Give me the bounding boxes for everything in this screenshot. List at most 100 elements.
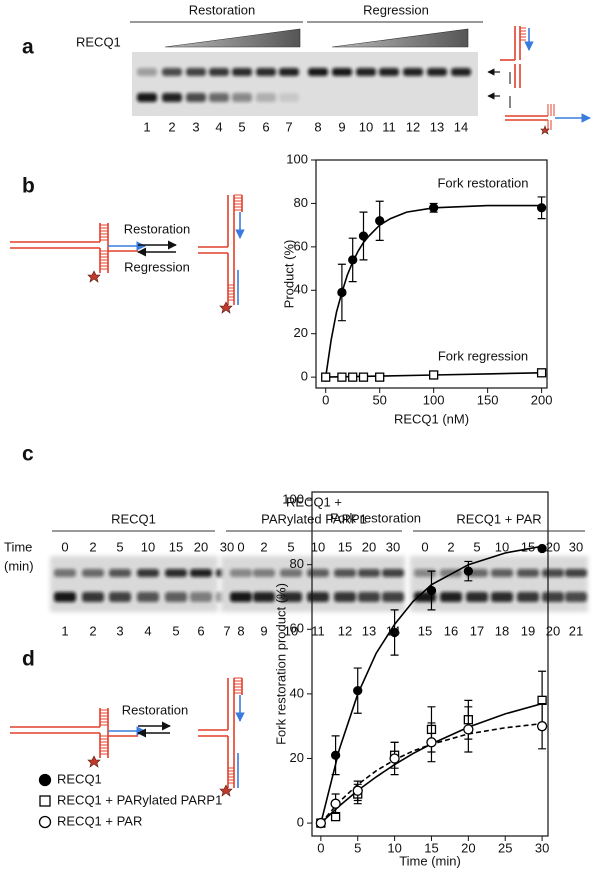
- time-point: 0: [61, 539, 68, 554]
- panel-letter: a: [22, 36, 34, 59]
- x-tick-label: 30: [535, 840, 549, 855]
- time-point: 20: [194, 539, 208, 554]
- lane-number: 16: [444, 623, 458, 638]
- legend-marker: [38, 815, 52, 829]
- data-point: [463, 724, 474, 735]
- time-point: 5: [473, 539, 480, 554]
- data-point: [330, 798, 341, 809]
- y-tick-label: 100: [286, 151, 308, 166]
- panel-letter: c: [22, 443, 34, 466]
- lane-number: 21: [569, 623, 583, 638]
- series-label: Fork regression: [438, 348, 528, 363]
- gel-band: [109, 592, 131, 602]
- time-point: 2: [89, 539, 96, 554]
- lane-number: 9: [260, 623, 267, 638]
- time-point: 30: [386, 539, 400, 554]
- x-tick-label: 15: [424, 840, 438, 855]
- data-point: [389, 753, 400, 764]
- gel-band: [491, 592, 513, 602]
- group-label: Restoration: [189, 2, 255, 17]
- y-tick-label: 20: [290, 750, 304, 765]
- x-tick-label: 0: [322, 392, 329, 407]
- lane-number: 4: [144, 623, 151, 638]
- x-tick-label: 25: [498, 840, 512, 855]
- gel-band: [491, 569, 513, 577]
- legend-marker: [39, 795, 51, 807]
- legend-label: RECQ1 + PAR: [57, 813, 142, 828]
- gel-band: [165, 592, 187, 602]
- y-tick-label: 0: [301, 369, 308, 384]
- gel: [50, 556, 588, 612]
- gel-background: [410, 556, 588, 612]
- y-tick-label: 40: [290, 685, 304, 700]
- data-point: [330, 750, 341, 760]
- gel-band: [427, 68, 447, 76]
- gel-band: [565, 569, 587, 577]
- gel-band: [253, 569, 275, 577]
- gel-band: [279, 68, 299, 76]
- gel-band: [414, 569, 436, 577]
- y-tick-label: 100: [282, 492, 304, 507]
- data-point: [358, 231, 369, 241]
- lane-number: 17: [470, 623, 484, 638]
- gel-band: [542, 592, 564, 602]
- lane-number: 5: [238, 119, 245, 134]
- data-point: [352, 785, 363, 796]
- lane-number: 10: [359, 119, 373, 134]
- gel-band: [403, 68, 423, 76]
- time-point: 15: [521, 539, 535, 554]
- gel-band: [334, 592, 356, 602]
- lane-number: 11: [382, 119, 396, 134]
- gel-band: [186, 93, 206, 102]
- y-tick-label: 40: [294, 282, 308, 297]
- gel-band: [280, 592, 302, 602]
- group-label: Regression: [363, 2, 429, 17]
- x-tick-label: 0: [317, 840, 324, 855]
- gel-band: [137, 592, 159, 602]
- data-point: [389, 627, 400, 638]
- x-axis-label: RECQ1 (nM): [394, 411, 469, 426]
- gel-band: [209, 68, 229, 76]
- data-point: [536, 721, 548, 732]
- lane-number: 7: [223, 623, 230, 638]
- gel-band: [382, 569, 404, 577]
- y-tick-label: 60: [294, 238, 308, 253]
- fit-curve: [320, 545, 543, 824]
- lane-number: 15: [418, 623, 432, 638]
- time-point: 5: [116, 539, 123, 554]
- gel-band: [466, 592, 488, 602]
- x-tick-label: 100: [423, 392, 445, 407]
- data-point: [429, 370, 439, 380]
- data-point: [536, 368, 547, 378]
- lane-number: 8: [237, 623, 244, 638]
- time-point: 30: [220, 539, 234, 554]
- gel-background: [221, 556, 405, 612]
- gel-band: [186, 68, 206, 76]
- gel-band: [253, 592, 275, 602]
- lane-number: 1: [61, 623, 68, 638]
- time-point: 20: [546, 539, 560, 554]
- legend-label: RECQ1: [57, 771, 102, 786]
- gel-band: [517, 592, 539, 602]
- lane-number: 2: [168, 119, 175, 134]
- gel-band: [334, 569, 356, 577]
- lane-number: 9: [338, 119, 345, 134]
- x-tick-label: 150: [477, 392, 499, 407]
- gel-band: [137, 93, 157, 102]
- y-tick-label: 0: [297, 815, 304, 830]
- gel-band: [230, 569, 252, 577]
- gel-band: [356, 68, 376, 76]
- lane-number: 19: [521, 623, 535, 638]
- lane-number: 1: [143, 119, 150, 134]
- data-point: [348, 372, 358, 382]
- gel-band: [54, 592, 76, 602]
- time-point: 10: [141, 539, 155, 554]
- data-point: [321, 372, 331, 382]
- annotation: Fork restoration: [330, 510, 421, 525]
- group-label: RECQ1 +: [286, 494, 342, 509]
- data-point: [358, 372, 369, 382]
- gel-band: [358, 592, 380, 602]
- gel-band: [232, 93, 252, 102]
